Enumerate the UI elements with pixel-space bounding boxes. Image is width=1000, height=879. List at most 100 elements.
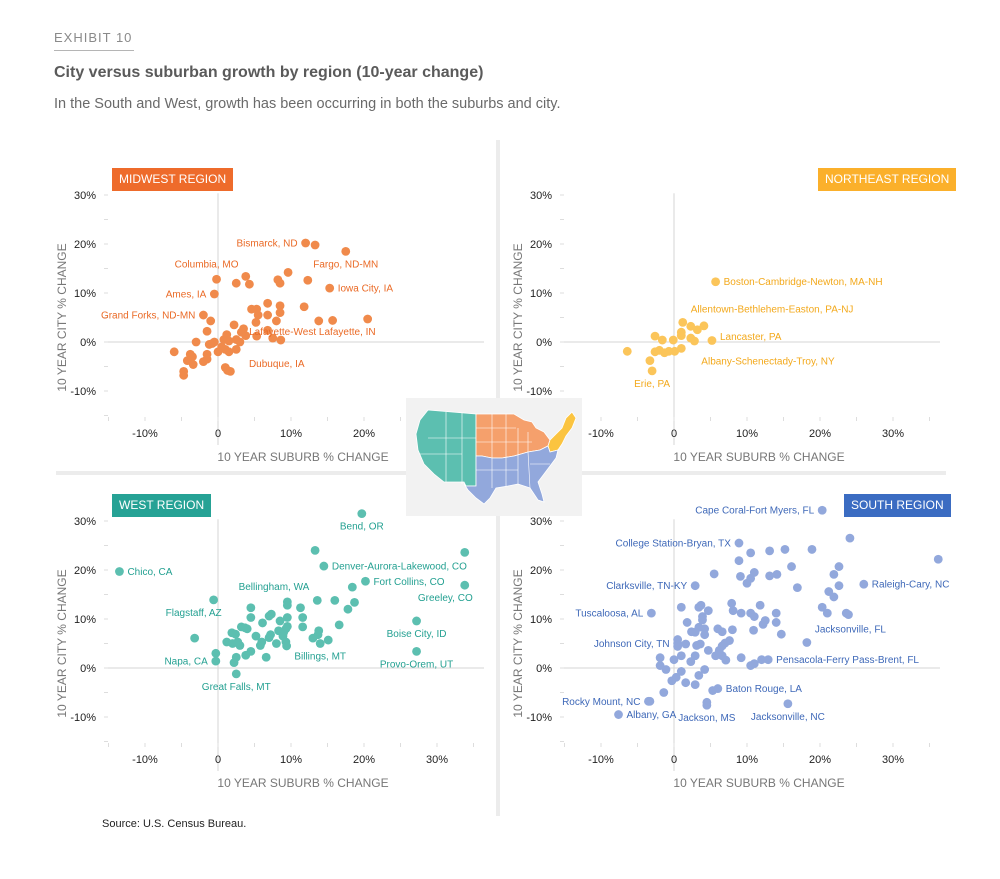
south-point-label: Raleigh-Cary, NC: [872, 580, 950, 591]
midwest-data-point: [263, 298, 273, 308]
south-data-point: [646, 608, 656, 618]
west-data-point: [350, 597, 359, 607]
midwest-panel: MIDWEST REGION 30% 20% 10% 0% -10% -10% 0 10% 20…: [54, 160, 494, 470]
south-data-point: [661, 665, 671, 674]
south-y-tick-label: 30%: [530, 516, 552, 528]
south-data-point: [695, 639, 705, 649]
midwest-data-point: [217, 342, 227, 352]
northeast-x-tick-label: 0: [671, 428, 677, 440]
south-x-tick-label: -10%: [588, 754, 614, 766]
south-data-point: [736, 571, 745, 581]
west-data-point: [251, 631, 261, 641]
west-data-point: [330, 595, 340, 605]
south-data-point: [690, 680, 700, 690]
south-data-point: [771, 608, 781, 618]
midwest-point-label: Dubuque, IA: [249, 359, 305, 370]
south-data-point: [645, 696, 655, 706]
south-data-point: [734, 538, 744, 548]
south-y-axis-title: 10 YEAR CITY % CHANGE: [511, 569, 525, 717]
midwest-data-point: [191, 337, 201, 347]
south-data-point: [749, 659, 759, 668]
south-data-point: [787, 562, 796, 571]
south-data-point: [749, 612, 759, 621]
west-data-point: [296, 603, 305, 613]
south-data-point: [673, 642, 683, 651]
west-data-point: [412, 616, 421, 626]
midwest-data-point: [263, 310, 273, 320]
west-y-tick-label: 20%: [74, 565, 96, 577]
south-panel: SOUTH REGION 30% 20% 10% 0% -10% -10% 0 10% 20% 3…: [510, 486, 951, 796]
midwest-y-tick-label: 20%: [74, 239, 96, 251]
south-data-point: [655, 653, 665, 663]
west-data-point: [319, 561, 329, 571]
west-x-tick-label: 20%: [353, 754, 375, 766]
south-point-label: Tuscaloosa, AL: [575, 609, 643, 620]
northeast-data-point: [645, 356, 655, 366]
northeast-data-point: [686, 321, 696, 331]
northeast-point-label: Erie, PA: [634, 379, 670, 390]
northeast-y-tick-label: -10%: [526, 386, 552, 398]
exhibit-label: EXHIBIT 10: [54, 30, 133, 45]
northeast-data-point: [657, 335, 667, 345]
south-data-point: [765, 571, 775, 581]
south-data-point: [694, 670, 704, 680]
map-region-northeast: [547, 411, 577, 453]
south-data-point: [758, 619, 768, 629]
south-data-point: [659, 688, 669, 697]
west-x-axis-title: 10 YEAR SUBURB % CHANGE: [217, 776, 388, 790]
northeast-data-point: [707, 336, 717, 345]
west-data-point: [347, 582, 357, 592]
west-data-point: [190, 633, 200, 643]
midwest-data-point: [179, 370, 189, 380]
midwest-data-point: [224, 336, 234, 346]
midwest-data-point: [276, 335, 286, 345]
west-data-point: [357, 509, 367, 519]
midwest-x-tick-label: 0: [215, 428, 221, 440]
south-point-label: Jacksonville, NC: [751, 712, 825, 723]
midwest-data-point: [231, 278, 241, 288]
midwest-data-point: [272, 316, 281, 326]
west-data-point: [323, 635, 333, 645]
midwest-data-point: [283, 268, 293, 277]
south-x-axis-title: 10 YEAR SUBURB % CHANGE: [673, 776, 844, 790]
us-map-svg: [415, 409, 577, 505]
south-y-tick-label: 10%: [530, 614, 552, 626]
midwest-data-point: [275, 308, 285, 317]
west-data-point: [246, 613, 256, 622]
midwest-data-point: [212, 274, 221, 284]
midwest-data-point: [241, 271, 251, 281]
south-x-tick-label: 30%: [882, 754, 904, 766]
midwest-y-tick-label: 0%: [80, 337, 96, 349]
northeast-data-point: [676, 343, 686, 353]
northeast-data-point: [670, 346, 680, 356]
west-data-point: [231, 629, 240, 639]
west-point-label: Bend, OR: [340, 522, 384, 533]
midwest-point-label: Columbia, MO: [175, 259, 239, 270]
midwest-data-point: [314, 316, 324, 326]
south-data-point: [681, 678, 691, 688]
state-borders: [420, 412, 550, 489]
west-data-point: [308, 633, 318, 643]
south-data-point: [669, 655, 679, 665]
northeast-x-tick-label: 20%: [809, 428, 831, 440]
northeast-data-point: [678, 318, 688, 327]
south-data-point: [765, 546, 775, 556]
northeast-panel: NORTHEAST REGION 30% 20% 10% 0% -10% -10% 0 10%…: [510, 160, 957, 470]
west-data-point: [235, 641, 245, 650]
map-region-south: [463, 445, 559, 505]
midwest-x-axis-title: 10 YEAR SUBURB % CHANGE: [217, 450, 388, 464]
south-data-point: [822, 608, 832, 618]
west-data-point: [334, 620, 344, 630]
west-point-label: Billings, MT: [294, 652, 346, 663]
northeast-y-tick-label: 20%: [530, 239, 552, 251]
west-data-point: [241, 650, 251, 660]
south-point-label: Jackson, MS: [678, 713, 736, 724]
northeast-region-badge: NORTHEAST REGION: [818, 168, 957, 191]
south-point-label: Clarksville, TN-KY: [606, 581, 687, 592]
south-data-point: [802, 638, 812, 647]
south-data-point: [700, 665, 710, 674]
midwest-x-tick-label: 20%: [353, 428, 375, 440]
northeast-data-point: [699, 321, 709, 331]
south-data-point: [667, 676, 677, 686]
west-data-point: [275, 616, 285, 626]
